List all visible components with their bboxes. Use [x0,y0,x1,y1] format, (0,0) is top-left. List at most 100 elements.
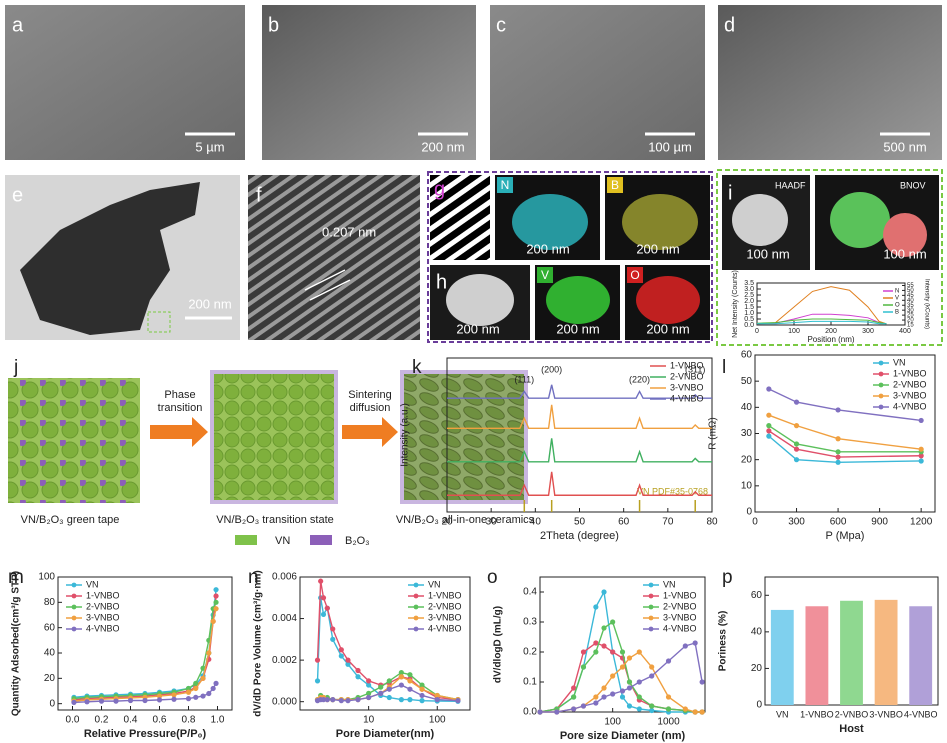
y-axis-label: Net Intensity (Counts) [732,270,739,338]
annotation: 0.207 nm [322,224,376,239]
data-point [636,649,642,655]
data-point [324,697,330,703]
legend-marker [878,382,884,388]
data-point [142,697,148,704]
data-point [419,692,425,699]
element-label: N [501,178,510,192]
data-point [98,698,105,704]
legend-swatch [235,535,257,545]
x-tick-label: 0.6 [153,715,167,726]
data-point [213,680,219,687]
panel-label: k [412,357,422,378]
fft-image [430,175,490,260]
data-point [593,640,599,646]
data-point [692,640,698,646]
panel-label: f [256,184,262,206]
dashed-frame [427,171,713,343]
data-point [649,707,655,714]
data-point [682,643,688,649]
data-point [419,682,425,688]
data-point [193,680,199,687]
element-signal [636,276,700,324]
scale-bar-label: 100 µm [648,139,692,154]
scale-bar-label: 500 nm [883,139,926,154]
legend-label: O [895,303,900,309]
data-point [345,657,351,663]
series-line [756,286,887,325]
x-tick-label: 400 [899,328,911,335]
legend-label: VN [893,357,906,367]
peak-label: (311) [685,364,705,374]
legend-label: 3-VNBO [86,612,120,622]
data-point [593,700,599,706]
series-line [757,320,887,325]
legend-label: V [895,296,899,302]
series-line [316,581,458,701]
element-badge [537,267,553,283]
data-point [692,709,698,715]
element-signal [622,194,698,250]
legend-label: 4-VNBO [893,401,927,411]
image-caption: HAADF [775,180,806,190]
data-point [213,587,219,593]
data-point [554,709,560,715]
y-tick-label: 40 [44,648,56,659]
data-point [793,457,800,463]
y-tick-label: 0.2 [523,647,537,658]
data-point [213,593,219,599]
x-tick-label: 0.4 [124,715,138,726]
y2-tick-label: 30 [907,308,914,314]
element-badge [497,177,513,193]
data-point [601,643,607,649]
plot-frame [299,576,471,711]
data-point [84,699,90,705]
data-point [835,449,841,455]
data-point [636,706,642,712]
series-line [447,404,712,429]
data-point [537,709,543,715]
data-point [455,698,461,704]
data-point [766,423,772,429]
data-point [213,599,219,605]
bar [805,606,829,705]
x-axis-label: Relative Pressure(P/P₀) [84,728,207,740]
y2-axis-label: Intensity (kCounts) [923,279,929,329]
data-point [766,412,772,418]
y-axis-label: Intensity (a.u.) [400,403,411,466]
data-point [320,611,327,618]
peak-label: (200) [541,364,562,374]
fringe-line [309,279,351,301]
data-point [766,433,772,439]
x-axis-label: Host [839,723,864,735]
data-point [610,691,616,697]
panel-label: j [13,357,18,378]
x-tick-label: 20 [441,517,453,528]
data-point [580,649,587,655]
legend-label: 1-VNBO [428,590,462,600]
y-tick-label: 20 [741,454,753,465]
x-tick-label: 100 [604,717,621,728]
y-tick-label: 0.0 [744,322,754,329]
panel-i: i HAADF 100 nm BNOV 100 nm [716,169,943,346]
x-tick-label: 60 [618,517,630,528]
x-tick-label: 0 [752,517,758,528]
step-label: VN/B₂O₃ green tape [21,514,120,526]
element-label: O [630,268,639,282]
series-line [768,425,922,453]
x-tick-label: 2-VNBO [835,709,869,719]
legend-label: 1-VNBO [86,590,120,600]
data-point [626,655,633,661]
plot-frame [539,576,706,713]
data-point [338,647,344,653]
scale-bar-label: 200 nm [188,296,231,311]
panel-label: h [436,271,447,293]
panel-label: d [724,14,735,36]
data-point [366,678,372,684]
data-point [419,686,425,692]
data-point [320,595,327,601]
legend-marker [413,604,419,610]
series-line [768,388,922,422]
legend-label: N [895,289,899,295]
data-point [601,694,607,700]
data-point [419,698,425,704]
